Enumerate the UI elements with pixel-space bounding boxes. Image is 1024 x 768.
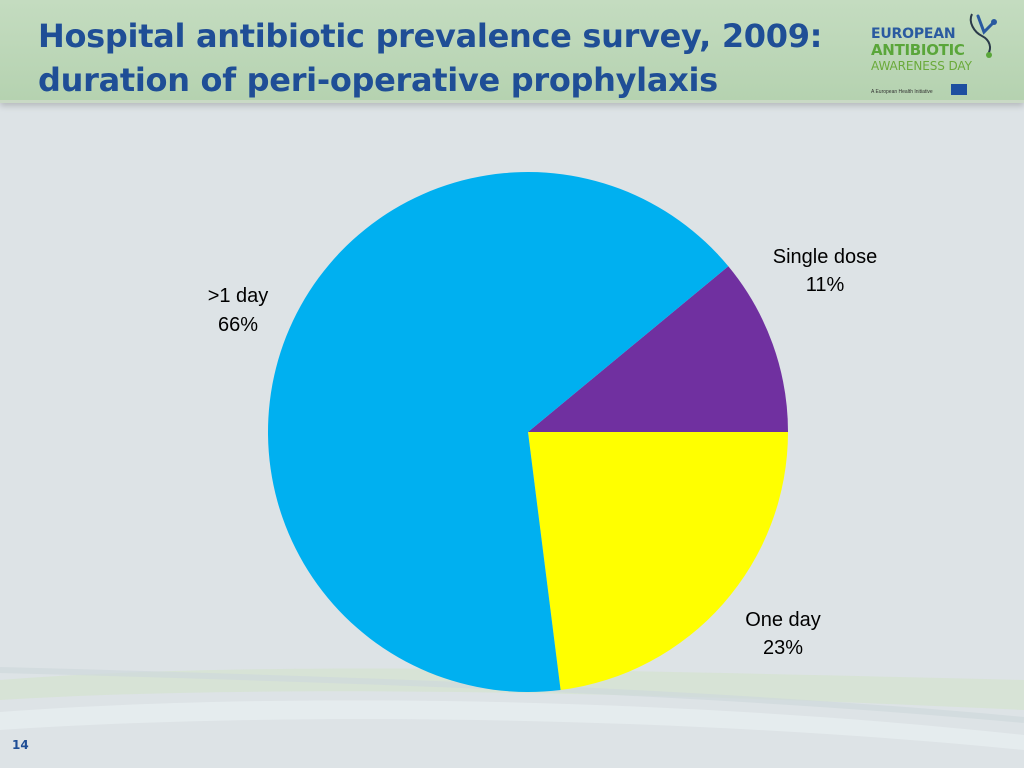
slice-label-more-than-one-day-name: >1 day bbox=[208, 285, 269, 307]
page-number: 14 bbox=[12, 738, 29, 752]
slice-label-single-dose-name: Single dose bbox=[773, 246, 878, 268]
eaad-logo: EUROPEAN ANTIBIOTIC AWARENESS DAY A Euro… bbox=[868, 12, 1018, 98]
slide-title-line2: duration of peri-operative prophylaxis bbox=[38, 61, 718, 99]
logo-tagline: A European Health Initiative bbox=[871, 89, 933, 95]
slide-title-line1: Hospital antibiotic prevalence survey, 2… bbox=[38, 17, 823, 55]
logo-line1: EUROPEAN bbox=[871, 26, 956, 42]
logo-line2: ANTIBIOTIC bbox=[871, 41, 965, 59]
stethoscope-figure-icon bbox=[969, 13, 997, 58]
logo-line3: AWARENESS DAY bbox=[871, 59, 972, 73]
slice-label-more-than-one-day-value: 66% bbox=[218, 314, 258, 336]
pie-slice-more-than-one-day bbox=[267, 172, 729, 693]
pie-slice-single-dose bbox=[528, 266, 788, 432]
eu-flag-icon bbox=[951, 84, 967, 95]
slice-label-one-day-value: 23% bbox=[763, 637, 803, 659]
slice-label-single-dose-value: 11% bbox=[806, 274, 845, 296]
slide-title: Hospital antibiotic prevalence survey, 2… bbox=[38, 14, 822, 102]
pie-slice-one-day bbox=[528, 432, 788, 690]
slide-header: Hospital antibiotic prevalence survey, 2… bbox=[0, 0, 1024, 103]
slice-label-one-day-name: One day bbox=[745, 609, 821, 631]
